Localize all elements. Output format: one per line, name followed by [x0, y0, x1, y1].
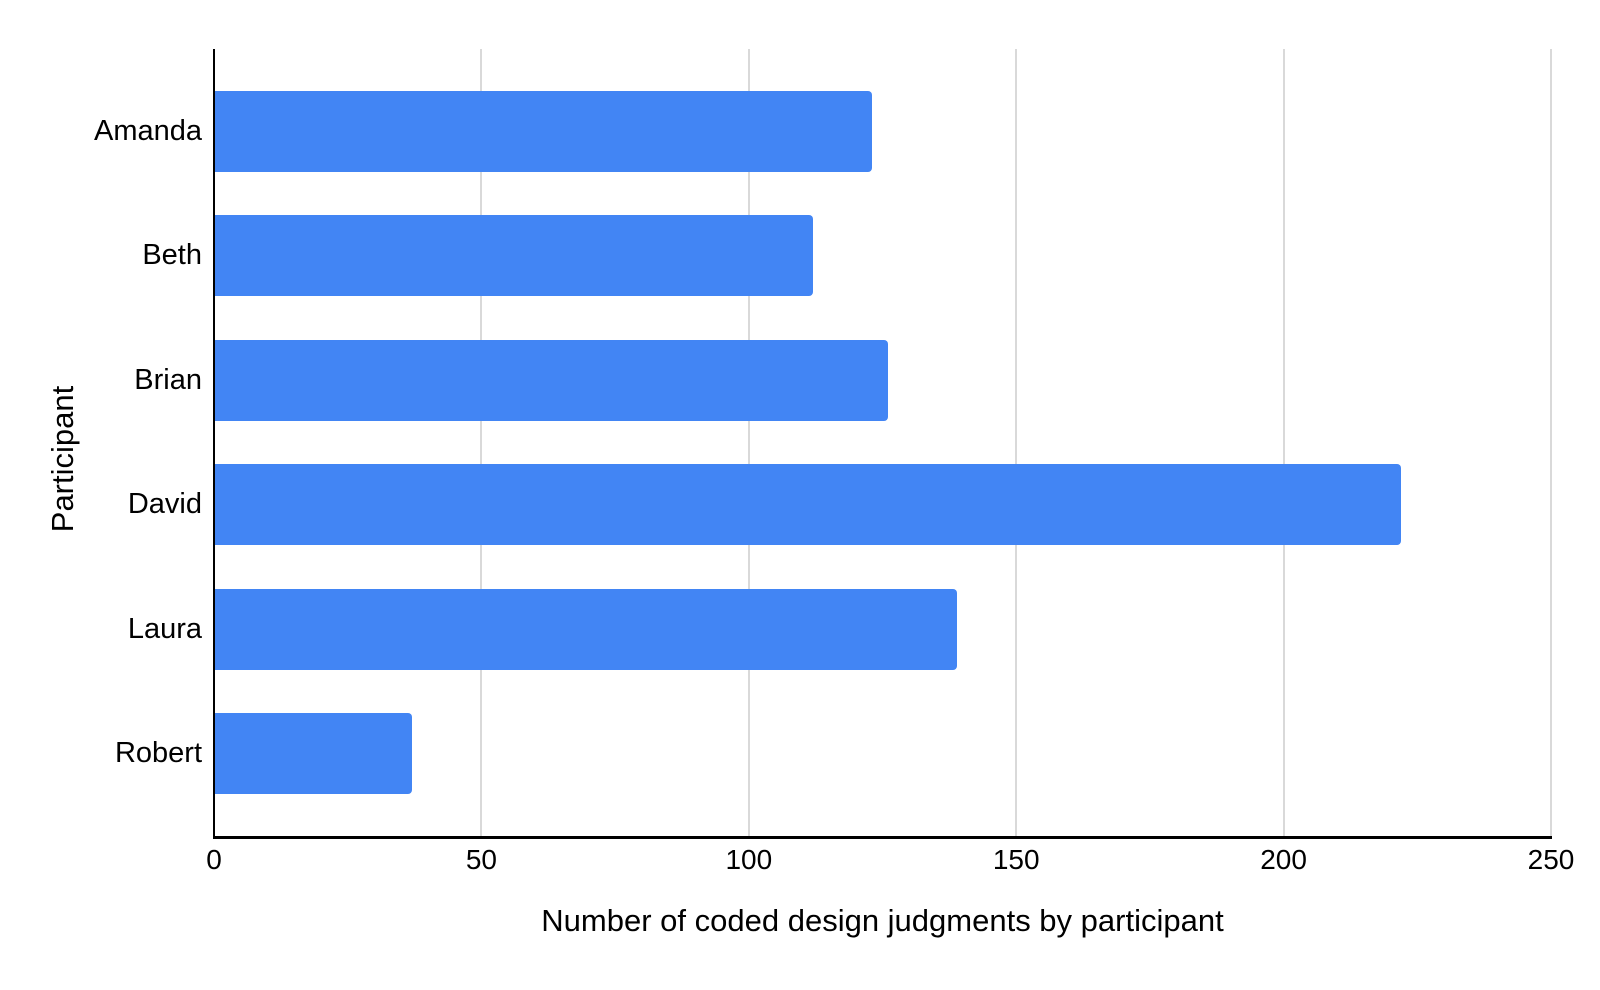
x-axis-title: Number of coded design judgments by part… [541, 903, 1224, 938]
bar-amanda [214, 90, 872, 172]
bar-beth [214, 215, 813, 297]
category-label-brian: Brian [134, 363, 202, 396]
x-tick-label-200: 200 [1260, 844, 1307, 875]
bar-rows: Amanda Beth Brian David Laura Robert [0, 49, 1551, 837]
bar-row-amanda: Amanda [0, 69, 1551, 194]
bar-track [214, 215, 1551, 297]
bar-track [214, 464, 1551, 546]
category-label-beth: Beth [142, 239, 202, 272]
bar-robert [214, 713, 412, 795]
bar-track [214, 339, 1551, 421]
bar-brian [214, 339, 888, 421]
x-tick-label-50: 50 [465, 844, 497, 875]
bar-row-brian: Brian [0, 318, 1551, 443]
x-tick-label-0: 0 [206, 844, 222, 875]
gridline-x-50 [480, 49, 483, 837]
bar-row-beth: Beth [0, 194, 1551, 319]
x-tick-label-250: 250 [1527, 844, 1575, 875]
bar-track [214, 713, 1551, 795]
category-label-robert: Robert [114, 737, 202, 770]
bar-row-robert: Robert [0, 692, 1551, 817]
bar-track [214, 90, 1551, 172]
gridline-x-200 [1282, 49, 1285, 837]
bar-david [214, 464, 1402, 546]
bar-row-david: David [0, 443, 1551, 568]
x-axis-line [213, 836, 1552, 839]
gridline-x-250 [1550, 49, 1552, 837]
gridline-x-150 [1015, 49, 1018, 837]
category-label-amanda: Amanda [93, 114, 202, 147]
gridline-x-100 [747, 49, 750, 837]
category-label-david: David [127, 488, 202, 521]
x-tick-label-150: 150 [992, 844, 1040, 875]
bar-laura [214, 588, 958, 670]
category-label-laura: Laura [127, 612, 202, 645]
bar-row-laura: Laura [0, 567, 1551, 692]
x-tick-label-100: 100 [725, 844, 773, 875]
y-axis-line [213, 49, 215, 837]
plot-area [214, 49, 1552, 837]
bar-track [214, 588, 1551, 670]
